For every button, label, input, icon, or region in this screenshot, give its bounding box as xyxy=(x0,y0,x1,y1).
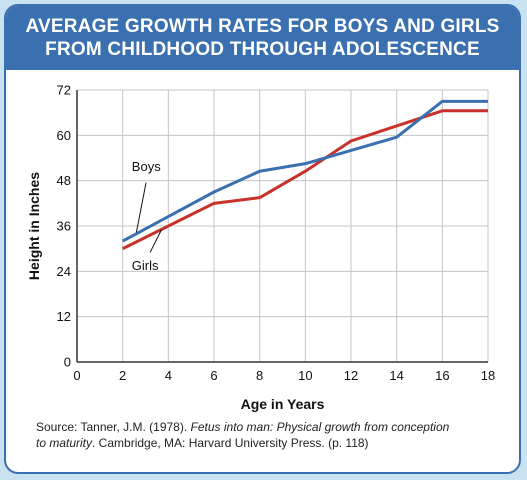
x-tick-label: 0 xyxy=(73,368,80,383)
x-tick-label: 4 xyxy=(165,368,172,383)
chart-title-line-2: FROM CHILDHOOD THROUGH ADOLESCENCE xyxy=(45,39,480,60)
chart-title-banner: AVERAGE GROWTH RATES FOR BOYS AND GIRLS … xyxy=(6,6,519,70)
chart-card: AVERAGE GROWTH RATES FOR BOYS AND GIRLS … xyxy=(4,4,521,474)
x-axis-title: Age in Years xyxy=(241,396,325,412)
y-tick-label: 36 xyxy=(57,219,71,234)
y-tick-label: 48 xyxy=(57,173,71,188)
y-tick-label: 72 xyxy=(57,83,71,98)
source-title-part-1: Fetus into man: Physical growth from con… xyxy=(190,420,450,434)
x-tick-label: 6 xyxy=(210,368,217,383)
source-title-part-2: to maturity xyxy=(36,436,93,450)
x-tick-label: 8 xyxy=(256,368,263,383)
x-tick-label: 16 xyxy=(435,368,449,383)
series-line-boys xyxy=(121,99,488,243)
source-citation: Source: Tanner, J.M. (1978). Fetus into … xyxy=(36,419,506,451)
chart-title-line-1: AVERAGE GROWTH RATES FOR BOYS AND GIRLS xyxy=(25,16,500,37)
x-tick-label: 10 xyxy=(298,368,312,383)
x-tick-label: 2 xyxy=(119,368,126,383)
series-label-girls: Girls xyxy=(132,258,159,273)
girls-label-leader xyxy=(149,229,162,253)
boys-label-leader xyxy=(135,182,147,233)
source-prefix: Source: Tanner, J.M. (1978). xyxy=(36,420,191,434)
y-axis-title: Height in Inches xyxy=(26,172,42,280)
x-tick-label: 12 xyxy=(344,368,358,383)
source-suffix: . Cambridge, MA: Harvard University Pres… xyxy=(92,436,369,450)
y-tick-label: 24 xyxy=(57,264,71,279)
x-tick-label: 18 xyxy=(481,368,495,383)
y-tick-label: 12 xyxy=(57,309,71,324)
y-tick-label: 0 xyxy=(64,355,71,370)
series-line-girls xyxy=(121,109,488,251)
x-tick-label: 14 xyxy=(389,368,403,383)
series-label-boys: Boys xyxy=(132,159,161,174)
y-tick-label: 60 xyxy=(57,128,71,143)
